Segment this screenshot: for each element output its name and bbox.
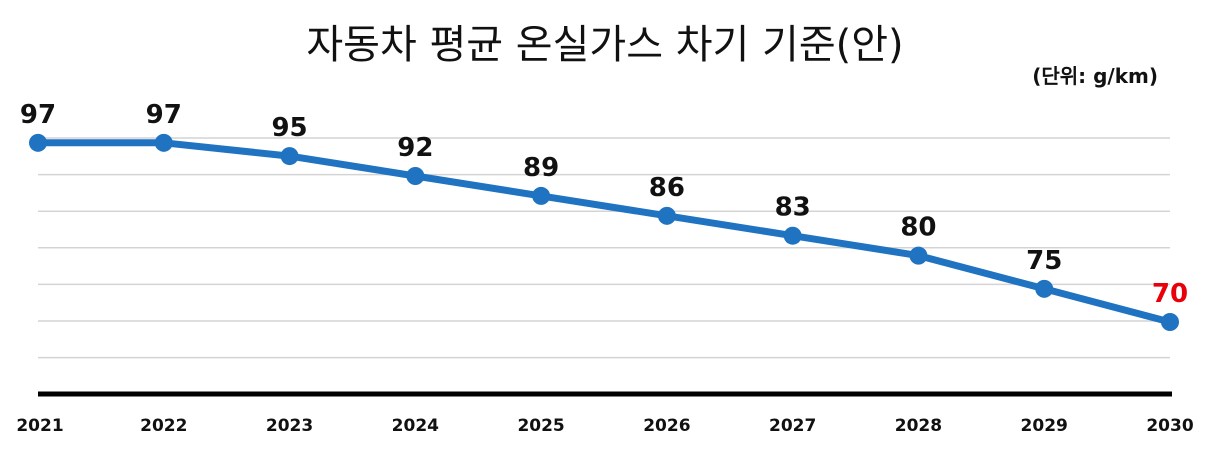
x-tick-label-2023: 2023 [266, 416, 313, 436]
data-point-2024 [406, 167, 425, 185]
data-label-2026: 86 [649, 173, 685, 203]
data-label-2022: 97 [146, 100, 182, 130]
x-tick-label-2027: 2027 [769, 416, 816, 436]
x-tick-label-2025: 2025 [517, 416, 564, 436]
x-tick-label-2022: 2022 [140, 416, 187, 436]
x-tick-label-2021: 2021 [16, 416, 63, 436]
data-label-2023: 95 [271, 113, 307, 143]
data-point-2021 [29, 133, 47, 152]
data-label-2021: 97 [20, 100, 56, 130]
chart-title: 자동차 평균 온실가스 차기 기준(안) [306, 22, 904, 68]
data-label-2024: 92 [397, 133, 433, 163]
data-point-2025 [532, 186, 551, 205]
data-label-2025: 89 [523, 153, 559, 183]
data-point-2029 [1035, 279, 1054, 298]
series-line [34, 139, 1174, 326]
data-label-2030: 70 [1152, 279, 1188, 309]
x-tick-label-2030: 2030 [1146, 416, 1193, 436]
data-point-2026 [657, 206, 676, 225]
unit-label: (단위: g/km) [1032, 64, 1158, 88]
data-point-2023 [280, 147, 299, 166]
x-tick-label-2028: 2028 [895, 416, 942, 436]
data-label-2029: 75 [1026, 246, 1062, 276]
data-point-2022 [154, 133, 173, 152]
x-tick-label-2024: 2024 [392, 416, 439, 436]
data-point-2030 [1161, 313, 1179, 331]
data-label-2028: 80 [900, 213, 936, 243]
data-point-2027 [783, 226, 802, 245]
data-label-2027: 83 [775, 193, 811, 223]
x-tick-label-2029: 2029 [1021, 416, 1068, 436]
data-point-2028 [909, 246, 928, 265]
x-tick-label-2026: 2026 [643, 416, 690, 436]
